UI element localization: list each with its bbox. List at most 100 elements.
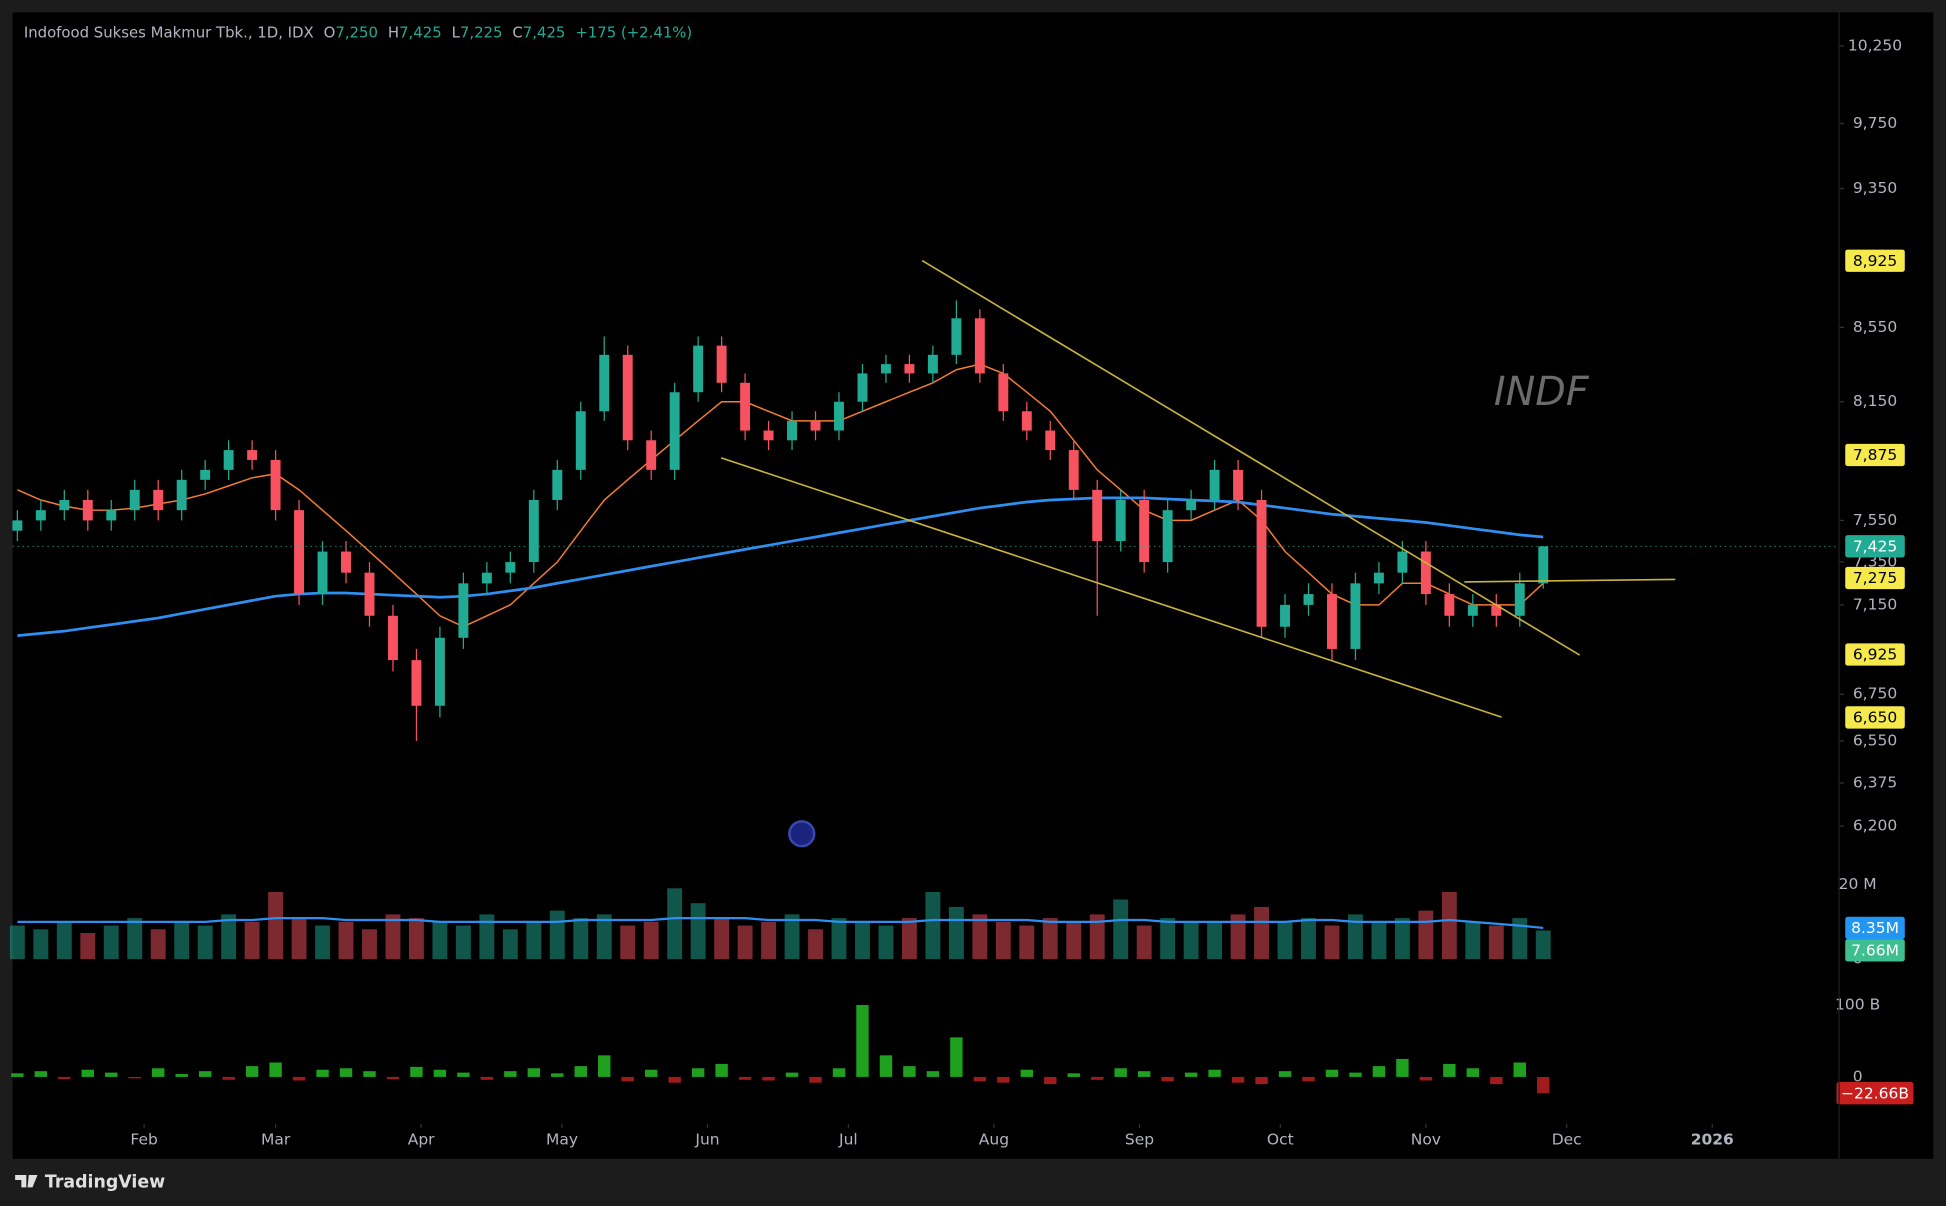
flow-bar — [175, 1074, 188, 1077]
volume-bar — [291, 918, 307, 960]
candle-body — [341, 551, 351, 573]
flow-bar — [691, 1068, 705, 1077]
volume-bar — [362, 929, 377, 960]
candle-body — [200, 469, 211, 480]
x-tick-label: May — [546, 1131, 578, 1149]
flow-bar — [832, 1068, 846, 1077]
level-line[interactable] — [1464, 578, 1676, 583]
candle-body — [35, 510, 46, 521]
axis-badge-label: 7,425 — [1853, 537, 1897, 555]
flow-bar — [785, 1072, 799, 1077]
volume-bar — [408, 918, 424, 960]
volume-bar — [1394, 918, 1410, 960]
flow-bar — [269, 1062, 282, 1077]
flow-bar — [81, 1069, 94, 1077]
flow-bar — [386, 1076, 400, 1080]
y-tick-label: 9,750 — [1853, 114, 1897, 132]
flow-bar — [644, 1069, 658, 1077]
candle-body — [1256, 499, 1267, 627]
candle-body — [834, 401, 844, 431]
x-tick-label: 2026 — [1691, 1131, 1734, 1149]
flow-bar — [152, 1068, 165, 1077]
legend-value: 7,425 — [399, 24, 442, 42]
flow-bar — [457, 1072, 470, 1077]
y-tick-label: 7,150 — [1853, 595, 1897, 613]
brand[interactable]: TradingView — [45, 1172, 165, 1192]
legend-key: L — [452, 24, 461, 42]
flow-bar — [1067, 1073, 1080, 1077]
axis-badge — [1845, 939, 1905, 962]
volume-bar — [9, 925, 25, 960]
flow-bar — [738, 1076, 752, 1080]
event-icon[interactable] — [788, 820, 816, 848]
volume-bar — [549, 910, 565, 960]
flow-bar — [34, 1071, 48, 1077]
flow-bar — [480, 1076, 494, 1080]
volume-tick-label: 20 M — [1839, 875, 1877, 893]
volume-bar — [33, 929, 49, 960]
axis-badge-label: 7,875 — [1853, 446, 1897, 464]
flow-bar — [879, 1055, 893, 1077]
volume-bar — [808, 929, 823, 960]
axis-badge-label: 6,650 — [1853, 709, 1897, 727]
candle-body — [716, 345, 727, 383]
volume-bar — [925, 891, 941, 960]
candle-body — [106, 510, 117, 521]
flow-bar — [1114, 1068, 1127, 1077]
candle-body — [1444, 594, 1455, 616]
candle-body — [669, 392, 680, 470]
volume-bar — [385, 914, 401, 960]
volume-bar — [995, 921, 1011, 960]
axis-badge — [1845, 249, 1905, 272]
candle-body — [1467, 604, 1478, 616]
flow-bar — [1208, 1069, 1221, 1077]
volume-bar — [80, 932, 96, 960]
volume-bar — [526, 921, 542, 960]
flow-bar — [1184, 1072, 1198, 1077]
flow-bar — [58, 1076, 71, 1080]
legend-key: C — [512, 24, 522, 42]
candle-body — [317, 551, 328, 595]
flow-bar — [762, 1076, 775, 1081]
flow-bar — [1396, 1058, 1409, 1077]
trend-line[interactable] — [921, 259, 1581, 656]
y-tick-label: 10,250 — [1848, 36, 1902, 54]
candle-body — [1303, 594, 1314, 605]
flow-bar — [245, 1066, 259, 1077]
candle-body — [810, 420, 821, 431]
x-tick-label: Feb — [130, 1131, 157, 1149]
volume-bar — [56, 921, 72, 960]
volume-bar — [1371, 921, 1387, 960]
volume-bar — [197, 925, 213, 960]
flow-bar — [1302, 1076, 1315, 1082]
volume-bar — [1488, 925, 1504, 960]
candle-body — [552, 469, 563, 500]
axis-badge — [1845, 916, 1905, 940]
candle-body — [434, 637, 445, 706]
flow-bar — [1161, 1076, 1174, 1082]
candle-body — [646, 440, 657, 470]
axis-badge-label: 6,925 — [1853, 646, 1897, 664]
candle-body — [364, 572, 375, 616]
x-tick-label: Sep — [1125, 1131, 1154, 1149]
flow-bar — [1466, 1068, 1480, 1077]
candle-body — [247, 450, 258, 460]
candle-body — [1397, 551, 1408, 573]
candle-body — [1491, 604, 1502, 616]
flow-bar — [1020, 1069, 1033, 1077]
chart-area — [12, 12, 1934, 1159]
flow-bar — [926, 1071, 940, 1077]
candle-body — [129, 489, 140, 511]
volume-bar — [1418, 910, 1434, 960]
candle-body — [1350, 583, 1361, 649]
logo[interactable] — [15, 1174, 38, 1188]
volume-bar — [1535, 930, 1551, 960]
trend-line[interactable] — [720, 457, 1502, 718]
volume-bar — [1465, 921, 1481, 960]
flow-bar — [292, 1076, 306, 1081]
candle-body — [458, 583, 469, 638]
volume-bar — [784, 914, 800, 960]
flow-bar — [1513, 1062, 1526, 1077]
